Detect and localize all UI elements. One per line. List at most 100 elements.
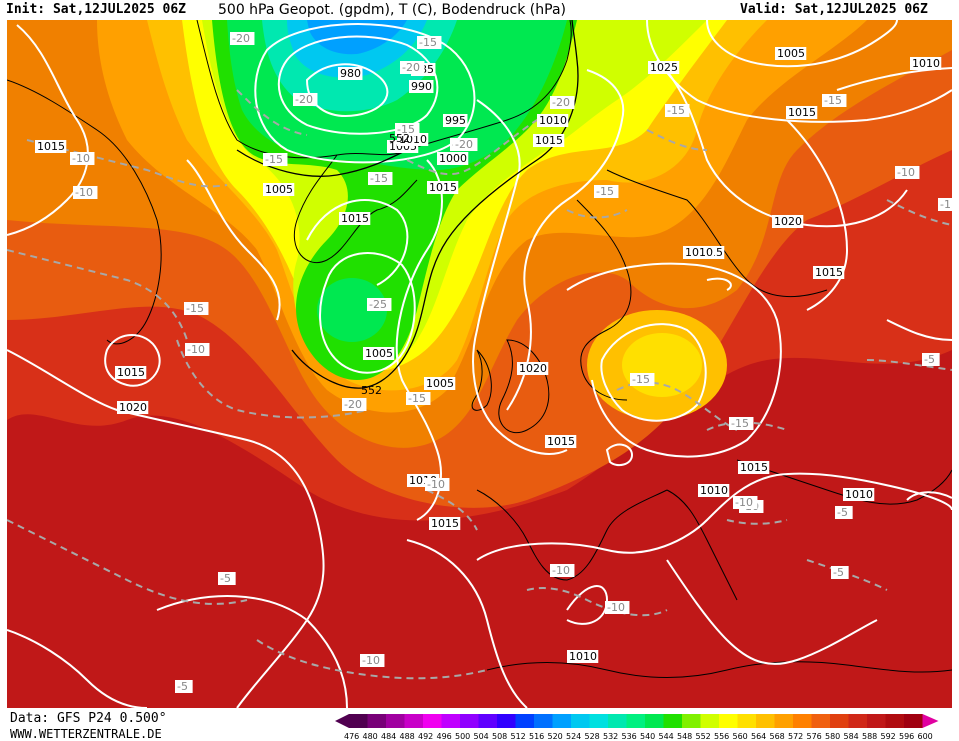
- website-link[interactable]: WWW.WETTERZENTRALE.DE: [10, 727, 162, 741]
- legend-swatch: [811, 714, 830, 728]
- temperature-label: -15: [729, 417, 754, 430]
- isobar-label: 1015: [427, 181, 459, 194]
- temperature-label: -15: [406, 392, 431, 405]
- svg-text:1000: 1000: [439, 152, 467, 165]
- temperature-label: -10: [733, 496, 758, 509]
- legend-swatch: [774, 714, 793, 728]
- legend-swatch: [571, 714, 590, 728]
- svg-text:1010: 1010: [685, 246, 713, 259]
- svg-text:1010: 1010: [539, 114, 567, 127]
- temperature-label: -20: [550, 96, 575, 109]
- temperature-label: -20: [453, 138, 478, 151]
- legend-value: 532: [603, 732, 618, 740]
- legend-value: 508: [492, 732, 507, 740]
- temperature-label: -20: [230, 32, 255, 45]
- svg-text:-1: -1: [940, 198, 951, 211]
- data-source: Data: GFS P24 0.500°: [10, 711, 167, 726]
- isobar-label: 1010: [567, 650, 599, 663]
- isobar-label: 1010: [397, 133, 429, 146]
- legend-value: 584: [844, 732, 859, 740]
- temperature-label: -20: [400, 61, 425, 74]
- temperature-label: -10: [185, 343, 210, 356]
- svg-text:-15: -15: [186, 302, 204, 315]
- isobar-label: 1015: [35, 140, 67, 153]
- temperature-label: -25: [367, 298, 392, 311]
- legend-value: 516: [529, 732, 544, 740]
- legend-value: 504: [474, 732, 489, 740]
- legend-value: 596: [899, 732, 914, 740]
- temperature-label: -10: [605, 601, 630, 614]
- isobar-label: 1000: [437, 152, 469, 165]
- legend-swatch: [645, 714, 664, 728]
- svg-text:-15: -15: [397, 123, 415, 136]
- isotherms: [7, 89, 952, 680]
- svg-text:-5: -5: [177, 680, 188, 693]
- legend-swatch: [515, 714, 534, 728]
- svg-text:-15: -15: [632, 373, 650, 386]
- temperature-label: -10: [895, 166, 920, 179]
- legend-swatch: [885, 714, 904, 728]
- legend-swatch: [700, 714, 719, 728]
- temperature-label: -5: [922, 353, 940, 366]
- isobar-label: 1015: [429, 517, 461, 530]
- chart-title: 500 hPa Geopot. (gpdm), T (C), Bodendruc…: [218, 2, 566, 18]
- legend-value: 496: [437, 732, 452, 740]
- svg-text:1015: 1015: [37, 140, 65, 153]
- svg-text:1025: 1025: [650, 61, 678, 74]
- svg-text:-20: -20: [232, 32, 250, 45]
- legend-value: 500: [455, 732, 470, 740]
- svg-text:-5: -5: [924, 353, 935, 366]
- svg-text:1010: 1010: [569, 650, 597, 663]
- temperature-label: -10: [360, 654, 385, 667]
- temperature-label: -15: [368, 172, 393, 185]
- isobar-label: 1005: [424, 377, 456, 390]
- legend-swatch: [552, 714, 571, 728]
- legend-value: 588: [862, 732, 877, 740]
- svg-text:1015: 1015: [547, 435, 575, 448]
- legend-swatch: [349, 714, 368, 728]
- temperature-label: -15: [665, 104, 690, 117]
- isobar-label: 1015: [813, 266, 845, 279]
- svg-text:-5: -5: [220, 572, 231, 585]
- legend-value: 560: [733, 732, 748, 740]
- svg-text:1020: 1020: [774, 215, 802, 228]
- isobars: [7, 20, 952, 708]
- legend-value: 492: [418, 732, 433, 740]
- legend-swatch: [793, 714, 812, 728]
- temperature-label: -10: [425, 478, 450, 491]
- isobar-label: 1010: [910, 57, 942, 70]
- legend-swatch: [367, 714, 386, 728]
- legend-value: 480: [363, 732, 378, 740]
- legend-value: 572: [788, 732, 803, 740]
- isobar-label: 1010: [843, 488, 875, 501]
- svg-text:-10: -10: [362, 654, 380, 667]
- svg-text:1005: 1005: [777, 47, 805, 60]
- legend-value: 552: [696, 732, 711, 740]
- legend-swatch: [608, 714, 627, 728]
- legend-swatch: [404, 714, 423, 728]
- isobar-label: 1015: [533, 134, 565, 147]
- temperature-label: -15: [417, 36, 442, 49]
- svg-text:995: 995: [445, 114, 466, 127]
- geopotential-label: 552: [361, 384, 382, 397]
- init-time: Init: Sat,12JUL2025 06Z: [6, 2, 187, 17]
- temperature-label: -20: [342, 398, 367, 411]
- svg-text:-10: -10: [427, 478, 445, 491]
- temperature-label: -15: [184, 302, 209, 315]
- isobar-label: 1015: [115, 366, 147, 379]
- weather-map: 9809859909951000100510101010101510151005…: [7, 20, 952, 708]
- svg-text:1015: 1015: [815, 266, 843, 279]
- isobar-label: 995: [443, 114, 468, 127]
- isobar-label: 1010: [683, 246, 715, 259]
- svg-text:1020: 1020: [119, 401, 147, 414]
- legend-swatch: [756, 714, 775, 728]
- svg-text:-25: -25: [369, 298, 387, 311]
- geopotential-labels: 552 552: [361, 132, 410, 397]
- legend-swatch: [663, 714, 682, 728]
- svg-text:980: 980: [340, 67, 361, 80]
- svg-text:1015: 1015: [431, 517, 459, 530]
- temperature-label: -15: [630, 373, 655, 386]
- svg-text:-5: -5: [833, 566, 844, 579]
- isobar-label: 1010: [698, 484, 730, 497]
- isobar-label: 1005: [363, 347, 395, 360]
